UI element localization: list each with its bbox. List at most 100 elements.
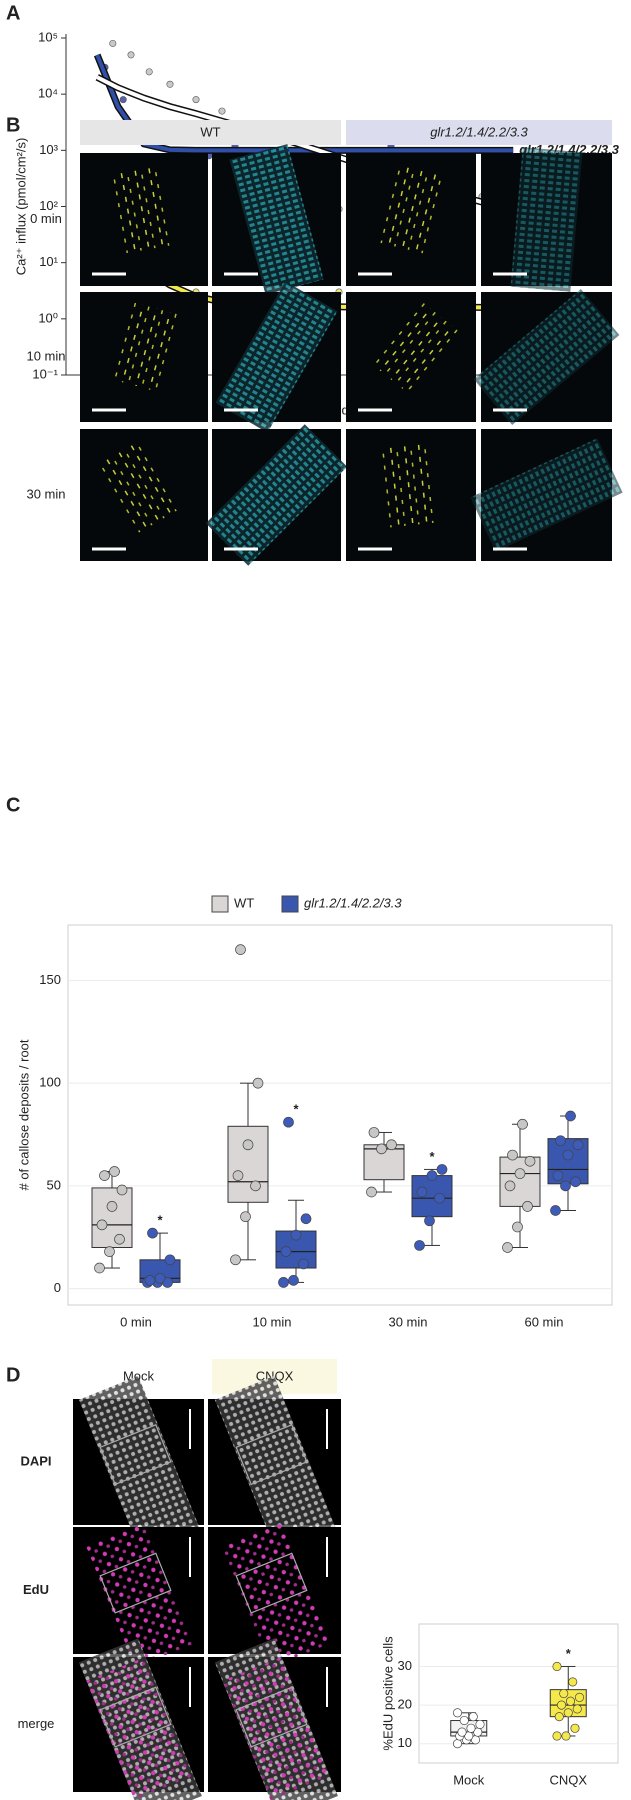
data-point xyxy=(452,1708,463,1718)
callose-signal xyxy=(379,164,448,255)
data-point xyxy=(512,1221,523,1233)
data-point xyxy=(114,1233,125,1245)
data-point xyxy=(278,1277,289,1288)
panel-label: D xyxy=(6,1364,20,1386)
data-point xyxy=(104,1246,115,1257)
roi-box xyxy=(99,1686,172,1748)
data-point xyxy=(568,1677,578,1687)
data-point xyxy=(522,1201,533,1212)
data-point xyxy=(218,107,226,115)
data-point xyxy=(559,1688,569,1699)
box xyxy=(227,1125,269,1203)
data-point xyxy=(572,1704,582,1714)
data-point xyxy=(416,1186,428,1198)
roi-box xyxy=(235,1552,308,1614)
data-point xyxy=(127,51,135,59)
y-tick-label: 0 xyxy=(54,1280,61,1295)
panel-label: B xyxy=(6,114,20,136)
data-point xyxy=(570,1176,581,1188)
data-point xyxy=(572,1139,584,1151)
root-signal xyxy=(205,424,348,566)
y-tick-label: 10⁻¹ xyxy=(32,366,58,381)
row-label: 0 min xyxy=(30,211,62,226)
root-signal xyxy=(473,289,620,425)
y-tick-label: 10⁰ xyxy=(38,310,58,325)
callose-signal xyxy=(97,439,181,534)
data-point xyxy=(119,96,127,104)
y-tick-label: 10⁵ xyxy=(38,29,58,44)
x-tick-label: 10 min xyxy=(252,1314,291,1329)
data-point xyxy=(561,1731,571,1741)
data-point xyxy=(283,1116,294,1128)
data-point xyxy=(96,1219,108,1231)
data-point xyxy=(524,1155,536,1167)
x-tick-label: 30 min xyxy=(388,1314,427,1329)
row-label: 10 min xyxy=(26,348,65,363)
x-tick-label: 60 min xyxy=(524,1314,563,1329)
data-point xyxy=(192,96,200,104)
root-signal xyxy=(470,438,623,552)
data-point xyxy=(109,1166,120,1177)
data-point xyxy=(230,1254,241,1266)
edu-signal xyxy=(222,1656,331,1800)
data-point xyxy=(517,1118,528,1130)
plot-frame xyxy=(418,1623,619,1764)
data-point xyxy=(562,1149,574,1161)
data-point xyxy=(94,1262,105,1274)
data-point xyxy=(232,1170,244,1181)
data-point xyxy=(552,1170,564,1181)
data-point xyxy=(298,1258,309,1270)
data-point xyxy=(565,1110,576,1122)
data-point xyxy=(555,1135,566,1147)
dapi-signal xyxy=(78,1375,202,1558)
data-point xyxy=(250,1180,261,1192)
panel-label: A xyxy=(6,2,20,24)
data-point xyxy=(366,1186,377,1198)
data-point xyxy=(434,1192,445,1204)
y-tick-label: 20 xyxy=(398,1697,412,1712)
box xyxy=(411,1175,453,1218)
data-point xyxy=(300,1213,312,1225)
column-header-bg xyxy=(346,120,612,145)
data-point xyxy=(424,1215,435,1227)
row-label: DAPI xyxy=(20,1453,51,1468)
significance-mark: * xyxy=(293,1102,299,1117)
data-point xyxy=(240,1211,251,1223)
plot-frame xyxy=(67,924,613,1306)
root-signal xyxy=(215,281,338,433)
data-point xyxy=(154,1272,166,1284)
x-tick-label: CNQX xyxy=(549,1772,587,1787)
data-point xyxy=(144,1275,156,1286)
root-signal xyxy=(510,147,583,292)
callose-signal xyxy=(372,302,462,397)
data-point xyxy=(563,1708,573,1718)
x-tick-label: 0 min xyxy=(120,1314,152,1329)
data-point xyxy=(99,1170,110,1181)
data-point xyxy=(376,1143,387,1155)
legend-label: glr1.2/1.4/2.2/3.3 xyxy=(304,895,402,910)
y-axis-label: # of callose deposits / root xyxy=(16,1039,31,1190)
callose-signal xyxy=(112,302,182,393)
data-point xyxy=(475,1719,485,1729)
data-point xyxy=(514,1168,526,1179)
data-point xyxy=(252,1077,264,1089)
box xyxy=(91,1187,133,1248)
column-header: glr1.2/1.4/2.2/3.3 xyxy=(430,124,528,139)
data-point xyxy=(147,1227,158,1239)
x-tick-label: Mock xyxy=(453,1772,485,1787)
significance-mark: * xyxy=(566,1646,572,1661)
data-point xyxy=(145,68,153,76)
data-point xyxy=(242,1139,254,1151)
significance-mark: * xyxy=(157,1213,163,1228)
roi-box xyxy=(99,1552,172,1614)
y-tick-label: 10 xyxy=(398,1735,412,1750)
data-point xyxy=(414,1240,425,1251)
data-point xyxy=(288,1275,299,1286)
y-tick-label: 10³ xyxy=(39,142,58,157)
data-point xyxy=(280,1246,292,1257)
data-point xyxy=(452,1739,463,1749)
legend-swatch xyxy=(281,895,299,913)
y-tick-label: 10¹ xyxy=(39,254,58,269)
y-tick-label: 30 xyxy=(398,1658,412,1673)
data-point xyxy=(459,1715,469,1726)
